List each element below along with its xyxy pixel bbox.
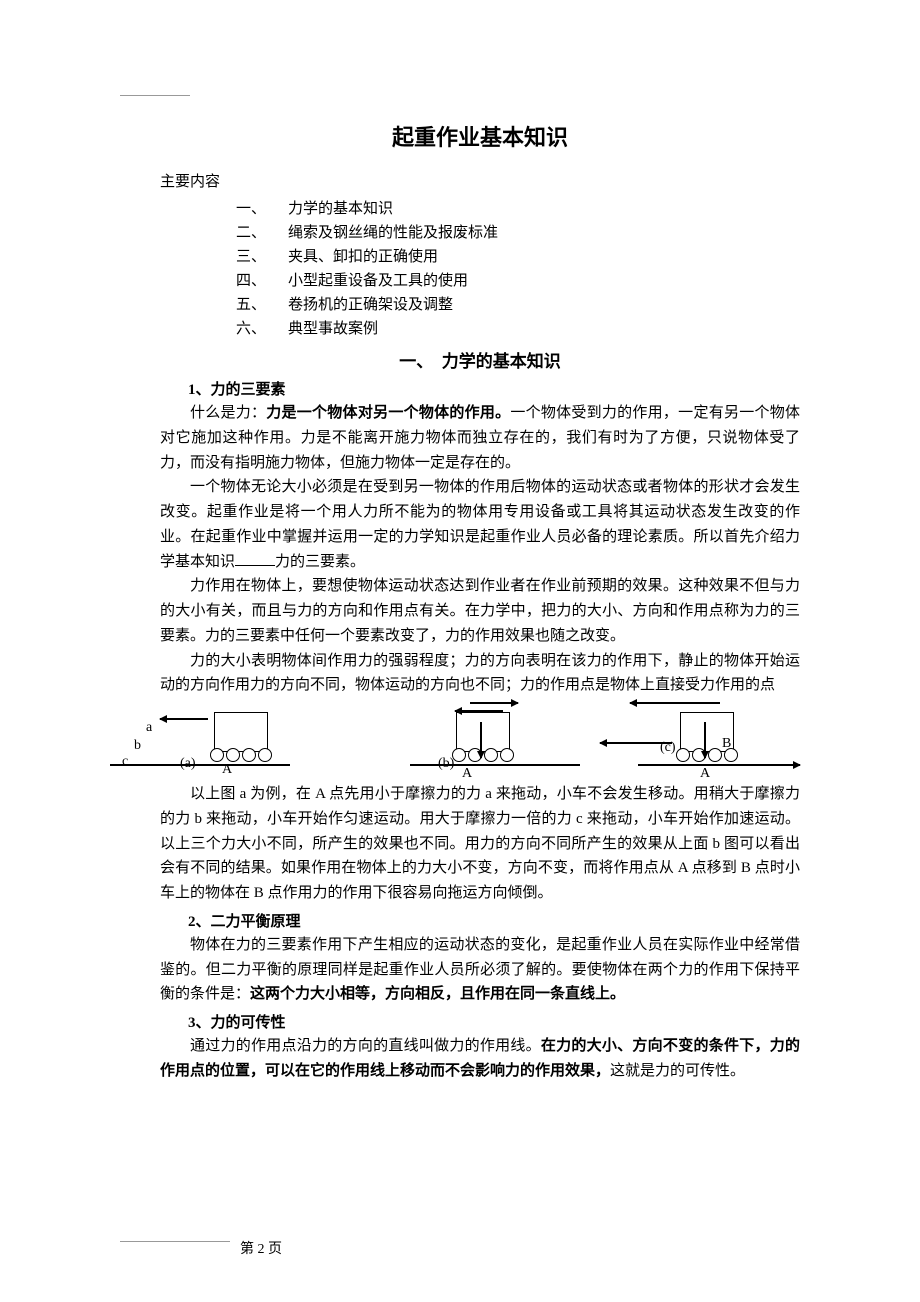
subsection-heading: 1、力的三要素 [160, 378, 800, 399]
ground-line [410, 764, 580, 766]
subsection-heading: 2、二力平衡原理 [160, 910, 800, 931]
arrow-icon [704, 722, 706, 758]
label-B: B [722, 736, 731, 752]
paragraph: 什么是力：力是一个物体对另一个物体的作用。一个物体受到力的作用，一定有另一个物体… [160, 401, 800, 475]
toc-item: 三、夹具、卸扣的正确使用 [236, 245, 800, 269]
label-b: b [134, 738, 141, 754]
cart-a [204, 712, 278, 762]
section-title: 一、 力学的基本知识 [160, 347, 600, 372]
paragraph: 通过力的作用点沿力的方向的直线叫做力的作用线。在力的大小、方向不变的条件下，力的… [160, 1034, 800, 1084]
arrow-icon [160, 718, 208, 720]
label-A: A [462, 766, 472, 782]
label-a: a [146, 720, 152, 736]
toc-item: 五、卷扬机的正确架设及调整 [236, 293, 800, 317]
sub-header: 主要内容 [160, 170, 800, 191]
header-rule [120, 95, 190, 96]
paragraph: 以上图 a 为例，在 A 点先用小于摩擦力的力 a 来拖动，小车不会发生移动。用… [160, 782, 800, 906]
document-title: 起重作业基本知识 [160, 120, 800, 152]
toc-item: 一、力学的基本知识 [236, 197, 800, 221]
blank-line [235, 551, 275, 566]
arrow-icon [455, 710, 503, 712]
paragraph: 物体在力的三要素作用下产生相应的运动状态的变化，是起重作业人员在实际作业中经常借… [160, 933, 800, 1007]
subsection-heading: 3、力的可传性 [160, 1011, 800, 1032]
table-of-contents: 一、力学的基本知识 二、绳索及钢丝绳的性能及报废标准 三、夹具、卸扣的正确使用 … [160, 197, 800, 341]
ground-line [638, 764, 798, 766]
toc-item: 二、绳索及钢丝绳的性能及报废标准 [236, 221, 800, 245]
arrow-icon [480, 722, 482, 758]
toc-item: 四、小型起重设备及工具的使用 [236, 269, 800, 293]
paragraph: 力的大小表明物体间作用力的强弱程度；力的方向表明在该力的作用下，静止的物体开始运… [160, 649, 800, 699]
arrow-icon [630, 702, 720, 704]
footer-rule [120, 1241, 230, 1242]
label-c: c [122, 754, 128, 770]
label-A: A [700, 766, 710, 782]
ground-line [110, 764, 290, 766]
toc-item: 六、典型事故案例 [236, 317, 800, 341]
arrow-icon [470, 702, 518, 704]
force-diagram: a b c (a) A (b) A (c) B A [160, 706, 800, 786]
fig-label-c: (c) [660, 740, 676, 756]
paragraph: 力作用在物体上，要想使物体运动状态达到作业者在作业前预期的效果。这种效果不但与力… [160, 574, 800, 648]
page-number: 第 2 页 [240, 1238, 282, 1258]
paragraph: 一个物体无论大小必须是在受到另一物体的作用后物体的运动状态或者物体的形状才会发生… [160, 475, 800, 574]
